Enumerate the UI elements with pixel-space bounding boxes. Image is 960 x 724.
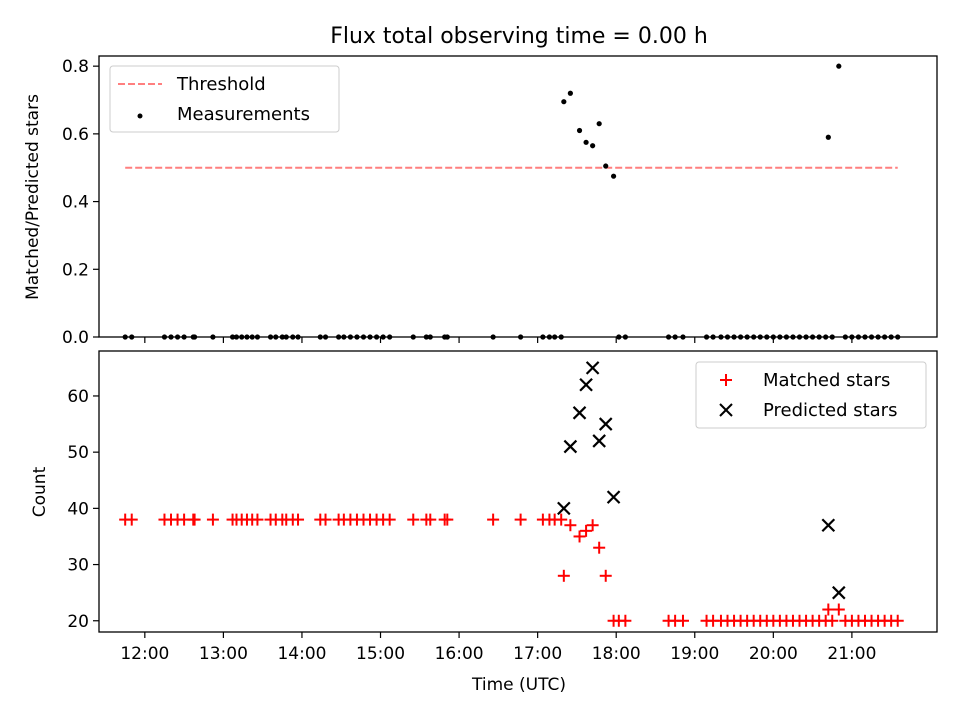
predicted-stars-point xyxy=(821,518,836,532)
legend-predicted-swatch xyxy=(719,403,733,417)
legend-measurements-label: Measurements xyxy=(177,104,310,125)
legend-predicted-label: Predicted stars xyxy=(763,400,897,421)
matched-stars-point xyxy=(514,513,527,526)
top-legend: Threshold Measurements xyxy=(109,65,340,133)
y-tick-label: 40 xyxy=(67,499,89,519)
x-tick-label: 17:00 xyxy=(513,644,562,664)
y-tick-label: 0.0 xyxy=(62,328,89,348)
matched-stars-point xyxy=(487,513,500,526)
x-axis-label: Time (UTC) xyxy=(471,675,566,695)
x-tick-label: 18:00 xyxy=(592,644,641,664)
bottom-x-ticks: 12:00 13:00 14:00 15:00 16:00 17:00 18:00 19:00… xyxy=(120,632,876,664)
legend-matched-label: Matched stars xyxy=(763,370,890,391)
bottom-legend: Matched stars Predicted stars xyxy=(695,361,927,429)
matched-stars-point xyxy=(599,569,612,582)
predicted-stars-point xyxy=(563,439,578,454)
top-y-axis-label: Matched/Predicted stars xyxy=(23,94,43,300)
legend-measurements-swatch xyxy=(137,113,143,119)
predicted-stars-point xyxy=(606,490,621,504)
measurements-point xyxy=(590,143,596,149)
measurements-point xyxy=(561,99,567,105)
x-tick-label: 19:00 xyxy=(670,644,719,664)
matched-stars-point xyxy=(564,519,577,532)
predicted-stars-point xyxy=(572,406,587,420)
matched-stars-point xyxy=(251,513,264,526)
measurements-point xyxy=(567,90,573,96)
bottom-y-axis-label: Count xyxy=(30,466,50,517)
measurements-point xyxy=(825,134,831,140)
y-tick-label: 0.2 xyxy=(62,260,89,280)
x-tick-label: 15:00 xyxy=(356,644,405,664)
matched-stars-point xyxy=(441,513,454,526)
x-tick-label: 16:00 xyxy=(435,644,484,664)
bottom-y-ticks: 20 30 40 50 60 xyxy=(67,387,99,632)
matched-stars-point xyxy=(891,614,904,627)
predicted-stars-point xyxy=(598,417,613,431)
predicted-stars-point xyxy=(585,361,600,375)
y-tick-label: 50 xyxy=(67,443,89,463)
x-tick-label: 12:00 xyxy=(120,644,169,664)
y-tick-label: 20 xyxy=(67,612,89,632)
measurements-point xyxy=(610,173,617,179)
matched-stars-point xyxy=(188,513,201,526)
matched-stars-point xyxy=(593,541,606,554)
measurements-point xyxy=(583,139,589,145)
top-legend-box xyxy=(109,65,340,133)
x-tick-label: 21:00 xyxy=(827,644,876,664)
matched-stars-point xyxy=(424,513,437,526)
matched-stars-point xyxy=(822,603,835,616)
matched-stars-point xyxy=(206,513,219,526)
top-panel: 0.00.20.40.60.8 Matched/Predicted stars … xyxy=(23,55,938,348)
matched-stars-point xyxy=(319,513,332,526)
x-tick-label: 13:00 xyxy=(199,644,248,664)
bottom-axes-frame xyxy=(98,350,938,633)
y-tick-label: 0.8 xyxy=(62,57,89,77)
predicted-stars-point xyxy=(579,377,593,392)
predicted-stars-point xyxy=(557,501,571,516)
predicted-stars-point xyxy=(832,585,846,600)
matched-stars-point xyxy=(407,513,420,526)
legend-threshold-label: Threshold xyxy=(176,74,266,95)
matched-stars-point xyxy=(383,513,396,526)
bottom-legend-box xyxy=(695,361,927,429)
matched-stars-point xyxy=(826,614,839,627)
y-tick-label: 30 xyxy=(67,556,89,576)
chart-title: Flux total observing time = 0.00 h xyxy=(330,24,708,49)
matched-stars-point xyxy=(586,519,599,532)
matched-stars-point xyxy=(619,614,632,627)
matched-stars-point xyxy=(676,614,689,627)
x-tick-label: 20:00 xyxy=(749,644,798,664)
y-tick-label: 0.6 xyxy=(62,125,89,145)
matched-stars-point xyxy=(832,603,845,616)
top-x-ticks xyxy=(144,337,853,343)
matched-stars-point xyxy=(125,513,138,526)
y-tick-label: 0.4 xyxy=(62,193,89,213)
matched-stars-point xyxy=(580,524,593,537)
matched-stars-point xyxy=(292,513,305,526)
legend-matched-swatch xyxy=(720,374,732,386)
top-axes-frame xyxy=(98,55,938,338)
bottom-panel: 20 30 40 50 60 12:00 13:00 14:00 15:00 16:00 17:0… xyxy=(30,350,938,695)
x-tick-label: 14:00 xyxy=(277,644,326,664)
predicted-stars-point xyxy=(592,434,606,448)
measurements-point xyxy=(576,127,583,134)
matched-stars-point xyxy=(573,530,586,543)
y-tick-label: 60 xyxy=(67,387,89,407)
measurements-point xyxy=(596,121,602,127)
matched-stars-point xyxy=(557,569,570,582)
top-y-ticks: 0.0 0.2 0.4 0.6 0.8 xyxy=(62,57,99,348)
bottom-plot-marks xyxy=(119,361,904,627)
measurements-point xyxy=(836,63,842,69)
matched-stars-point xyxy=(555,513,568,526)
measurements-point xyxy=(603,163,609,169)
